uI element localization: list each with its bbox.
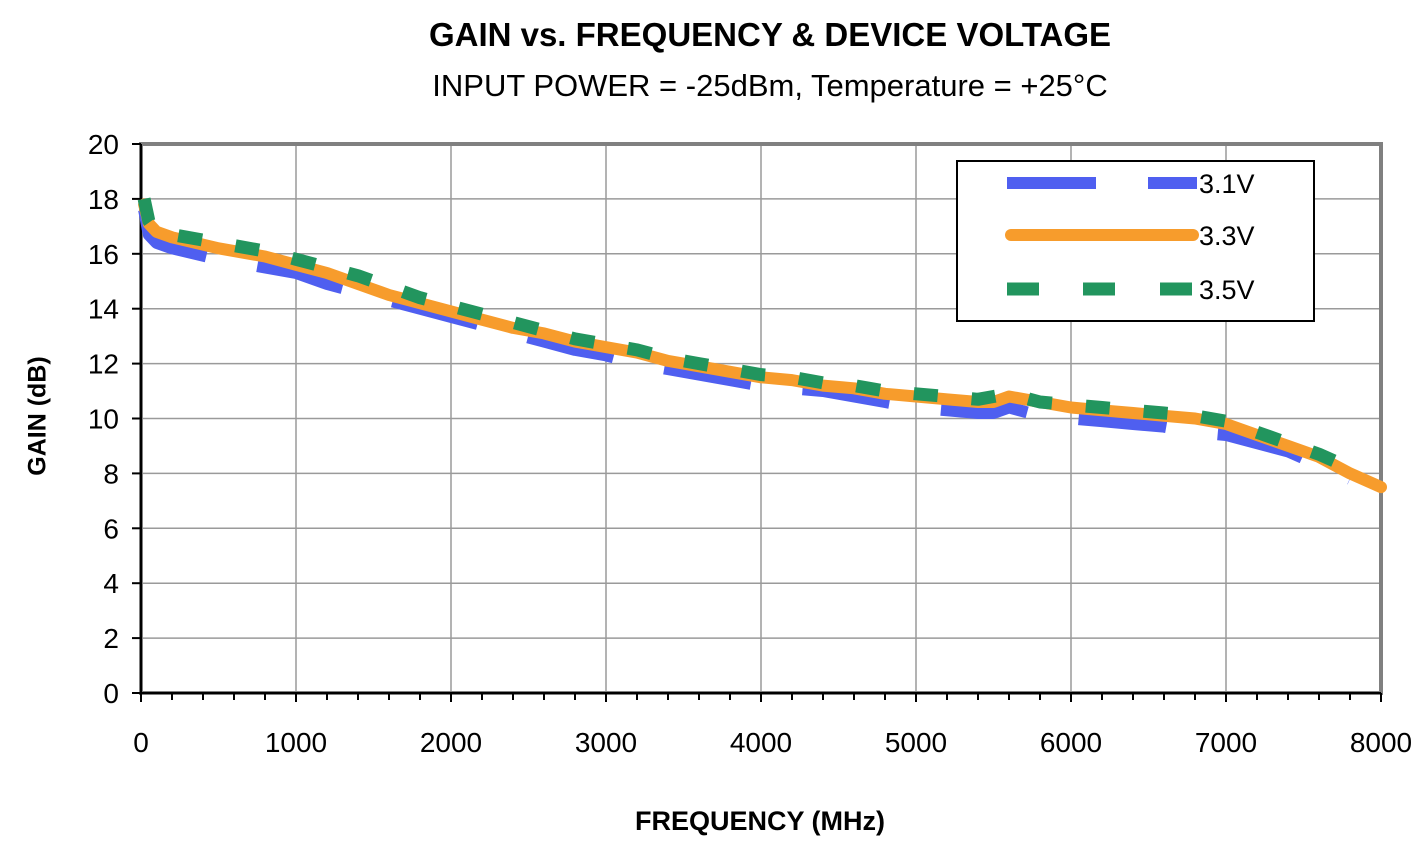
series-3-1v-line [138, 208, 1353, 485]
chart-subtitle: INPUT POWER = -25dBm, Temperature = +25°… [432, 68, 1108, 103]
series-layer [137, 197, 1387, 494]
y-tick-label: 12 [88, 349, 119, 380]
x-tick-label: 6000 [1040, 727, 1102, 758]
y-tick-label: 4 [103, 568, 119, 599]
legend: 3.1V 3.3V 3.5V [956, 160, 1315, 322]
x-tick-label: 5000 [885, 727, 947, 758]
legend-label: 3.3V [1199, 221, 1255, 251]
y-tick-label: 16 [88, 239, 119, 270]
axes: 0 2 4 6 8 10 12 14 16 18 20 0 1000 2000 3000 4000 5000 60… [88, 129, 1412, 758]
x-axis-label: FREQUENCY (MHz) [634, 806, 885, 836]
x-tick-label: 2000 [420, 727, 482, 758]
y-tick-label: 0 [103, 678, 119, 709]
y-tick-label: 2 [103, 623, 119, 654]
series-3-5v-line [137, 197, 1353, 474]
y-tick-label: 8 [103, 458, 119, 489]
legend-label: 3.1V [1199, 169, 1255, 199]
x-tick-label: 3000 [575, 727, 637, 758]
legend-label: 3.5V [1199, 275, 1255, 305]
x-tick-label: 0 [133, 727, 149, 758]
x-tick-label: 4000 [730, 727, 792, 758]
y-tick-label: 14 [88, 294, 119, 325]
y-tick-label: 18 [88, 184, 119, 215]
x-tick-label: 8000 [1350, 727, 1412, 758]
x-tick-label: 7000 [1195, 727, 1257, 758]
y-tick-label: 20 [88, 129, 119, 160]
y-tick-label: 10 [88, 404, 119, 435]
chart-title: GAIN vs. FREQUENCY & DEVICE VOLTAGE [428, 16, 1112, 53]
y-tick-label: 6 [103, 513, 119, 544]
x-tick-label: 1000 [265, 727, 327, 758]
